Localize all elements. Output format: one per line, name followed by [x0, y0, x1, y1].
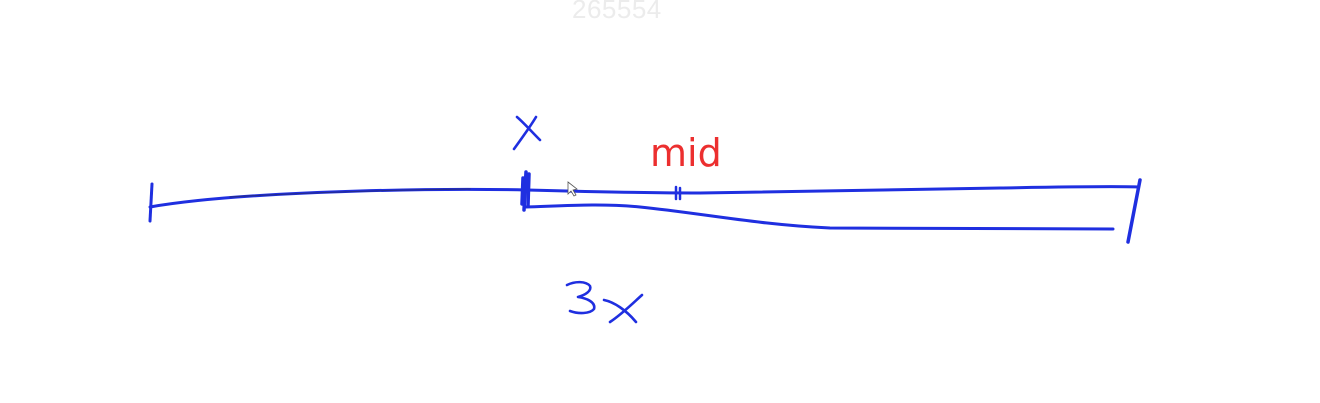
- main-line: [148, 185, 1140, 209]
- left-end-tick: [148, 182, 154, 223]
- main-line-dark-overlay: [229, 188, 471, 198]
- handwritten-x-label: [512, 115, 542, 151]
- right-end-tick: [1126, 178, 1142, 244]
- mid-label: mid: [650, 131, 722, 175]
- cursor-icon: [567, 181, 578, 197]
- three-x-span-line: [524, 203, 1115, 231]
- watermark-text: 265554: [572, 0, 662, 24]
- mid-tick: [674, 185, 682, 201]
- x-position-tick: [520, 170, 531, 212]
- handwritten-3x-label: [565, 280, 644, 324]
